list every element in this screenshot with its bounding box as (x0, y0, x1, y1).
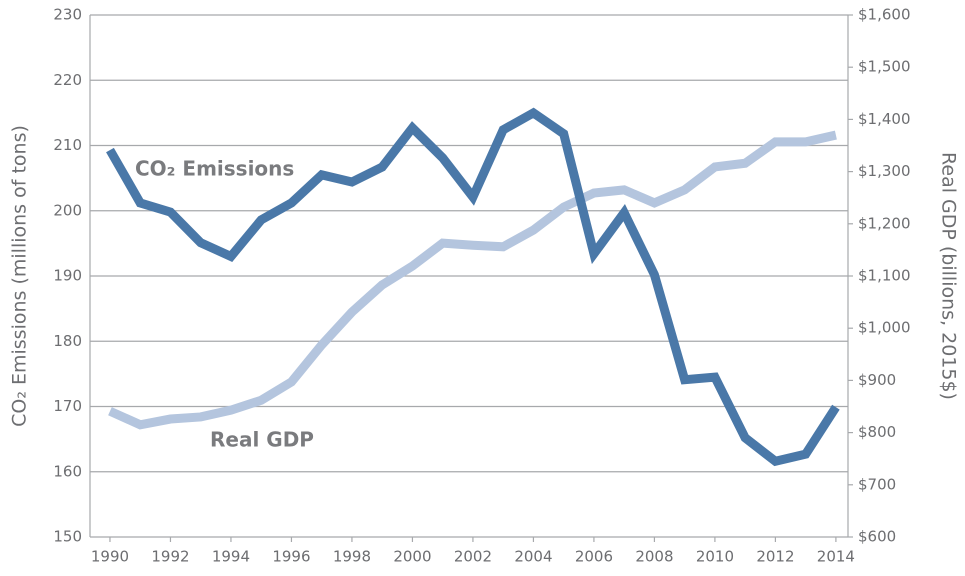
y2-tick-label: $900 (858, 371, 896, 389)
x-tick-label: 2012 (756, 548, 794, 566)
x-tick-label: 2004 (514, 548, 552, 566)
x-tick-label: 2006 (575, 548, 613, 566)
series-annotation: Real GDP (210, 428, 314, 452)
y-tick-label: 160 (53, 462, 82, 480)
x-tick-label: 2000 (393, 548, 431, 566)
y-tick-label: 200 (53, 201, 82, 219)
y-tick-label: 190 (53, 267, 82, 285)
y-tick-label: 210 (53, 136, 82, 154)
y2-axis-label: Real GDP (billions, 2015$) (938, 152, 960, 400)
y2-tick-label: $1,500 (858, 58, 911, 76)
x-tick-label: 2014 (817, 548, 855, 566)
y2-tick-label: $600 (858, 528, 896, 546)
x-tick-label: 1990 (91, 548, 129, 566)
x-tick-label: 1996 (272, 548, 310, 566)
y-tick-label: 220 (53, 71, 82, 89)
series-line (106, 107, 840, 467)
x-tick-label: 1992 (151, 548, 189, 566)
x-tick-label: 1994 (212, 548, 250, 566)
x-tick-label: 2010 (696, 548, 734, 566)
y-tick-label: 180 (53, 332, 82, 350)
y-tick-label: 230 (53, 6, 82, 24)
y-tick-label: 170 (53, 397, 82, 415)
y2-tick-label: $700 (858, 475, 896, 493)
x-tick-label: 2008 (635, 548, 673, 566)
series-line (108, 130, 837, 430)
series-annotation: CO₂ Emissions (135, 157, 294, 181)
y2-tick-label: $800 (858, 423, 896, 441)
y2-tick-label: $1,400 (858, 110, 911, 128)
y2-tick-label: $1,000 (858, 319, 911, 337)
y2-tick-label: $1,300 (858, 162, 911, 180)
x-tick-label: 2002 (454, 548, 492, 566)
y-axis-label: CO₂ Emissions (millions of tons) (9, 125, 31, 427)
y2-tick-label: $1,200 (858, 214, 911, 232)
y2-tick-label: $1,100 (858, 267, 911, 285)
y2-tick-label: $1,600 (858, 6, 911, 24)
y-tick-label: 150 (53, 528, 82, 546)
x-tick-label: 1998 (333, 548, 371, 566)
